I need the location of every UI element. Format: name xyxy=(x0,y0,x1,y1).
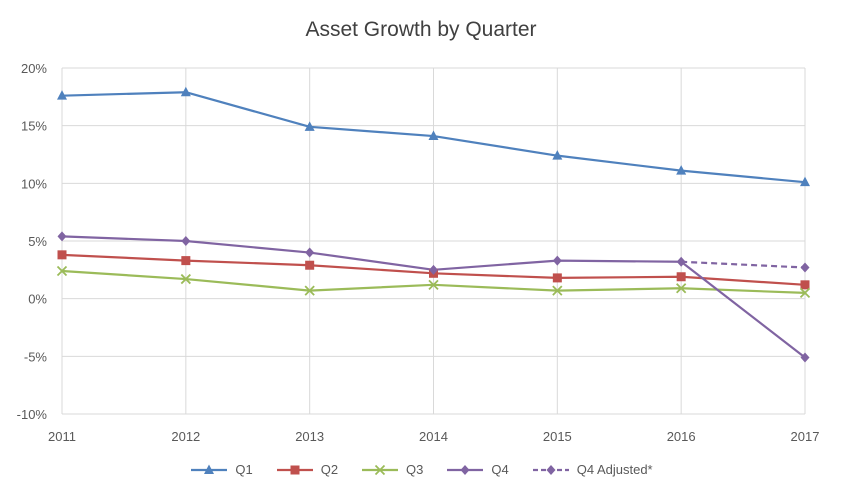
x-tick-label: 2015 xyxy=(543,429,572,444)
data-point-q1 xyxy=(57,90,67,100)
legend-item-q4: Q4 xyxy=(445,462,509,477)
data-point-q3 xyxy=(676,283,687,294)
x-tick-label: 2012 xyxy=(171,429,200,444)
data-point-q2 xyxy=(552,273,562,283)
legend-marker-icon xyxy=(290,465,300,474)
x-tick-label: 2014 xyxy=(419,429,448,444)
data-point-q4 xyxy=(676,256,686,267)
legend-marker-icon xyxy=(374,464,386,475)
data-point-q2 xyxy=(800,280,810,290)
legend-swatch-icon xyxy=(362,464,399,475)
y-tick-label: 15% xyxy=(21,119,47,134)
legend-swatch-icon xyxy=(191,464,228,474)
x-tick-label: 2011 xyxy=(48,429,76,444)
data-point-q1 xyxy=(800,176,810,187)
legend-swatch-icon xyxy=(447,464,484,475)
data-point-q1 xyxy=(552,150,563,160)
data-point-q3 xyxy=(799,287,811,299)
legend-label: Q2 xyxy=(320,462,339,477)
data-point-q2 xyxy=(676,272,686,282)
data-point-q1 xyxy=(180,86,191,97)
chart-legend: Q1 Q2 Q3 Q4 Q4 Adjusted* xyxy=(0,462,842,477)
data-point-q1 xyxy=(304,121,315,131)
data-point-q3 xyxy=(428,279,439,290)
x-tick-label: 2013 xyxy=(295,429,324,444)
legend-label: Q4 xyxy=(491,462,509,477)
axis-labels: 20% 15% 10% 5% 0% -5% -10%2011 2012 2013 2014 2015… xyxy=(17,61,820,444)
data-point-q3 xyxy=(180,273,191,285)
data-point-q4 xyxy=(552,255,562,266)
y-tick-label: 20% xyxy=(21,61,47,76)
data-point-q1 xyxy=(428,130,439,141)
data-point-q3 xyxy=(56,265,68,277)
data-point-q3 xyxy=(552,285,563,296)
legend-label: Q3 xyxy=(406,462,424,477)
legend-marker-icon xyxy=(204,464,215,474)
data-point-q2 xyxy=(57,250,67,260)
data-point-q4 xyxy=(429,264,438,275)
data-point-q2 xyxy=(305,260,315,270)
chart-title: Asset Growth by Quarter xyxy=(305,18,537,41)
legend-swatch-icon xyxy=(532,464,569,475)
x-tick-label: 2016 xyxy=(667,429,696,444)
legend-label: Q1 xyxy=(235,462,253,477)
y-tick-label: -10% xyxy=(17,407,48,422)
data-point-q4 xyxy=(305,247,315,258)
legend-marker-icon xyxy=(546,464,556,475)
legend-item-q1: Q1 xyxy=(189,462,253,477)
series-line-q4-adjusted xyxy=(681,260,806,269)
data-point-q4 xyxy=(800,352,810,363)
legend-label: Q4 Adjusted* xyxy=(576,462,653,477)
y-tick-label: 0% xyxy=(28,292,47,307)
legend-item-q2: Q2 xyxy=(275,462,338,477)
data-point-q1 xyxy=(676,165,687,175)
data-point-q4 xyxy=(181,236,191,246)
y-tick-label: 10% xyxy=(21,176,47,191)
y-tick-label: 5% xyxy=(28,234,47,249)
legend-marker-icon xyxy=(460,464,470,475)
x-tick-label: 2017 xyxy=(791,429,820,444)
data-point-q4-adjusted xyxy=(800,262,810,273)
legend-item-q3: Q3 xyxy=(360,462,423,477)
data-point-q2 xyxy=(181,256,191,266)
legend-item-q4-adjusted: Q4 Adjusted* xyxy=(531,462,653,477)
y-tick-label: -5% xyxy=(24,349,48,364)
line-chart: 20% 15% 10% 5% 0% -5% -10%2011 2012 2013 2014 2015… xyxy=(17,61,820,444)
legend-swatch-icon xyxy=(276,465,313,474)
data-point-q4 xyxy=(57,231,67,242)
data-point-q3 xyxy=(304,285,315,296)
series-markers xyxy=(56,86,811,363)
